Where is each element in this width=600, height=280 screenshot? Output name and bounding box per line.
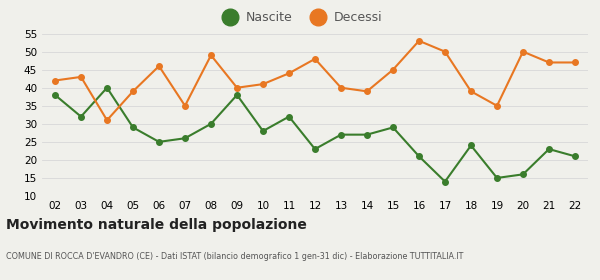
Decessi xyxy=(545,61,553,64)
Nascite xyxy=(103,86,110,89)
Nascite xyxy=(545,147,553,151)
Nascite xyxy=(520,173,527,176)
Nascite xyxy=(208,122,215,125)
Nascite xyxy=(389,126,397,129)
Decessi xyxy=(233,86,241,89)
Decessi xyxy=(442,50,449,53)
Nascite xyxy=(77,115,85,118)
Decessi xyxy=(520,50,527,53)
Decessi xyxy=(130,90,137,93)
Nascite xyxy=(442,180,449,183)
Decessi xyxy=(77,75,85,79)
Text: Movimento naturale della popolazione: Movimento naturale della popolazione xyxy=(6,218,307,232)
Nascite xyxy=(493,176,500,180)
Nascite xyxy=(286,115,293,118)
Decessi xyxy=(364,90,371,93)
Line: Nascite: Nascite xyxy=(52,85,578,184)
Decessi xyxy=(337,86,344,89)
Decessi xyxy=(208,53,215,57)
Nascite xyxy=(155,140,163,144)
Decessi xyxy=(415,39,422,43)
Nascite xyxy=(571,155,578,158)
Line: Decessi: Decessi xyxy=(52,38,578,123)
Decessi xyxy=(311,57,319,60)
Legend: Nascite, Decessi: Nascite, Decessi xyxy=(212,6,388,29)
Decessi xyxy=(571,61,578,64)
Nascite xyxy=(233,93,241,97)
Nascite xyxy=(337,133,344,136)
Decessi xyxy=(389,68,397,71)
Nascite xyxy=(52,93,59,97)
Nascite xyxy=(364,133,371,136)
Nascite xyxy=(467,144,475,147)
Nascite xyxy=(181,137,188,140)
Decessi xyxy=(155,64,163,68)
Decessi xyxy=(259,82,266,86)
Nascite xyxy=(130,126,137,129)
Decessi xyxy=(286,72,293,75)
Nascite xyxy=(259,129,266,133)
Text: COMUNE DI ROCCA D'EVANDRO (CE) - Dati ISTAT (bilancio demografico 1 gen-31 dic) : COMUNE DI ROCCA D'EVANDRO (CE) - Dati IS… xyxy=(6,252,463,261)
Decessi xyxy=(493,104,500,108)
Decessi xyxy=(181,104,188,108)
Decessi xyxy=(103,118,110,122)
Decessi xyxy=(52,79,59,82)
Nascite xyxy=(311,147,319,151)
Decessi xyxy=(467,90,475,93)
Nascite xyxy=(415,155,422,158)
